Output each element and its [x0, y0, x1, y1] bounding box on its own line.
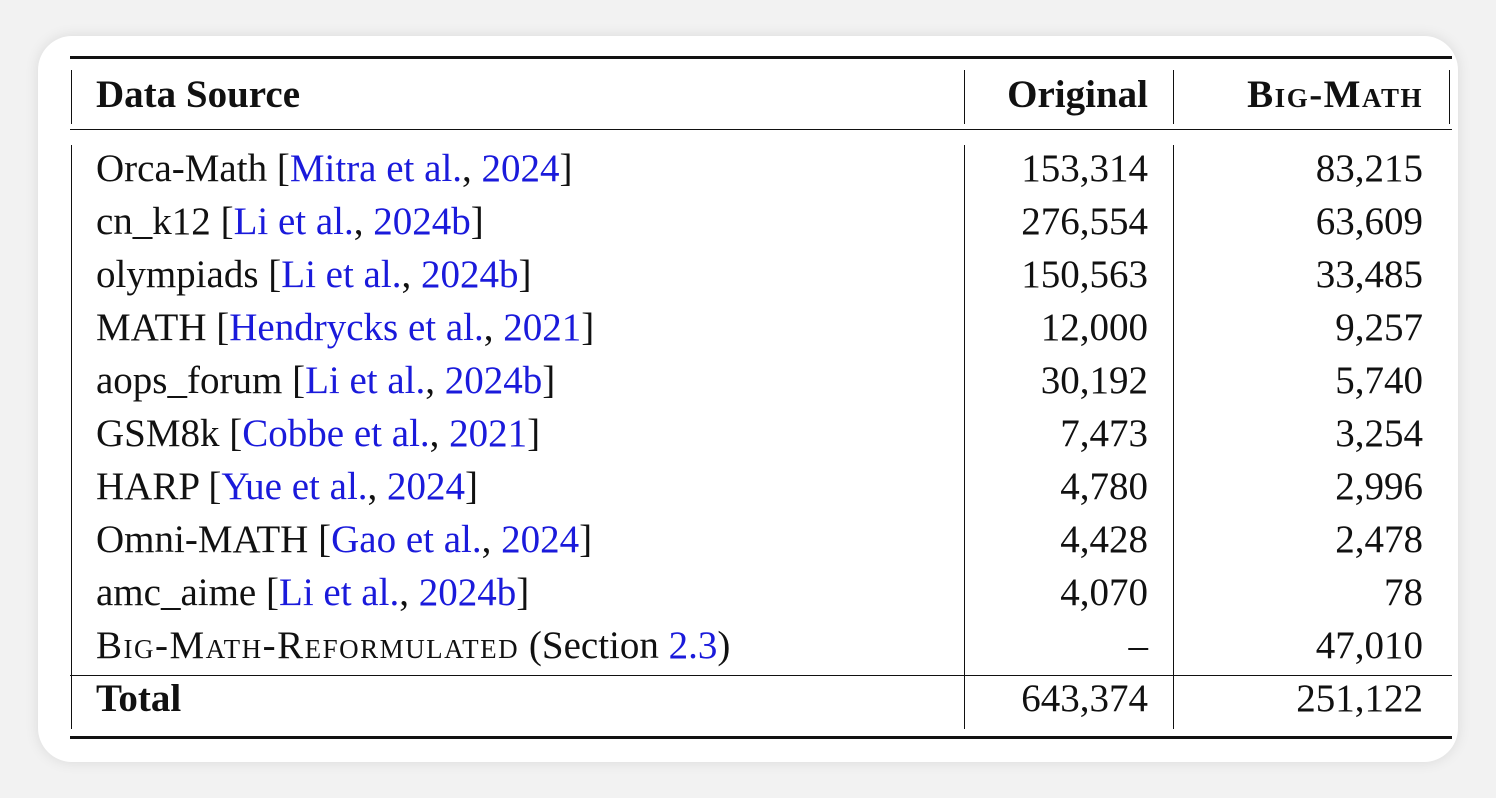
- table-cell-bigmath: 78: [1384, 571, 1423, 614]
- table-row-source: cn_k12 [Li et al., 2024b]: [96, 200, 484, 243]
- table-cell-original: 4,070: [1060, 571, 1148, 614]
- source-name: GSM8k: [96, 412, 220, 455]
- table-cell-original: 4,428: [1060, 518, 1148, 561]
- citation-year-link[interactable]: 2024b: [444, 359, 543, 402]
- top-rule: [70, 56, 1452, 59]
- citation-authors-link[interactable]: Cobbe et al.: [242, 412, 430, 455]
- source-name: HARP: [96, 465, 199, 508]
- citation-authors-link[interactable]: Li et al.: [279, 571, 400, 614]
- table-cell-bigmath: 83,215: [1315, 147, 1423, 190]
- citation-year-link[interactable]: 2024b: [373, 200, 471, 243]
- header-vline-right: [1449, 70, 1450, 124]
- citation-year-link[interactable]: 2024b: [420, 253, 519, 296]
- citation-authors-link[interactable]: Li et al.: [305, 359, 426, 402]
- table-row-reformulated-source: Big-Math-Reformulated (Section 2.3): [96, 619, 730, 672]
- citation-authors-link[interactable]: Mitra et al.: [289, 147, 463, 190]
- header-vline-2: [1173, 70, 1174, 124]
- citation-year-link[interactable]: 2021: [503, 306, 582, 349]
- section-prefix: (Section: [528, 624, 669, 667]
- header-vline-1: [964, 70, 965, 124]
- header-vline-left: [71, 70, 72, 124]
- table-cell-original: 12,000: [1040, 306, 1148, 349]
- citation-year-link[interactable]: 2021: [449, 412, 528, 455]
- source-name: Omni-MATH: [96, 518, 309, 561]
- total-bigmath: 251,122: [1296, 677, 1423, 720]
- citation-authors-link[interactable]: Hendrycks et al.: [229, 306, 484, 349]
- table-row-source: MATH [Hendrycks et al., 2021]: [96, 306, 595, 349]
- body-vline-left: [71, 145, 72, 729]
- source-name: Orca-Math: [96, 147, 268, 190]
- citation-authors-link[interactable]: Li et al.: [233, 200, 354, 243]
- header-rule: [70, 129, 1452, 130]
- source-name: MATH: [96, 306, 207, 349]
- table-cell-original: 7,473: [1060, 412, 1148, 455]
- table-row-source: Orca-Math [Mitra et al., 2024]: [96, 147, 573, 190]
- table-cell-original: 276,554: [1021, 200, 1148, 243]
- source-name: cn_k12: [96, 200, 211, 243]
- body-vline-2: [1173, 145, 1174, 729]
- citation-year-link[interactable]: 2024: [501, 518, 580, 561]
- total-rule: [70, 675, 1452, 676]
- table-row-source: GSM8k [Cobbe et al., 2021]: [96, 412, 541, 455]
- citation-year-link[interactable]: 2024: [481, 147, 560, 190]
- header-original: Original: [1007, 73, 1148, 116]
- table-row-source: Omni-MATH [Gao et al., 2024]: [96, 518, 593, 561]
- citation-authors-link[interactable]: Yue et al.: [221, 465, 368, 508]
- table-cell-bigmath: 33,485: [1315, 253, 1423, 296]
- table-cell-bigmath: 2,996: [1335, 465, 1423, 508]
- source-name: olympiads: [96, 253, 259, 296]
- table-cell-original: 150,563: [1021, 253, 1148, 296]
- table-cell-bigmath: 9,257: [1335, 306, 1423, 349]
- table-row-source: olympiads [Li et al., 2024b]: [96, 253, 532, 296]
- total-label: Total: [96, 677, 182, 720]
- section-ref-link[interactable]: 2.3: [668, 624, 718, 667]
- table-row-source: aops_forum [Li et al., 2024b]: [96, 359, 556, 402]
- citation-year-link[interactable]: 2024b: [418, 571, 517, 614]
- section-suffix: ): [717, 624, 731, 667]
- body-vline-1: [964, 145, 965, 729]
- table-cell-original: 4,780: [1060, 465, 1148, 508]
- bottom-rule: [70, 736, 1452, 739]
- source-name: amc_aime: [96, 571, 257, 614]
- reformulated-name: Big-Math-Reformulated: [96, 624, 520, 667]
- header-big-math: Big-Math: [1247, 73, 1423, 116]
- total-original: 643,374: [1021, 677, 1148, 720]
- reformulated-original: –: [1128, 624, 1149, 667]
- citation-authors-link[interactable]: Gao et al.: [331, 518, 482, 561]
- table-cell-original: 30,192: [1040, 359, 1148, 402]
- citation-authors-link[interactable]: Li et al.: [281, 253, 402, 296]
- table-row-source: HARP [Yue et al., 2024]: [96, 465, 479, 508]
- citation-year-link[interactable]: 2024: [387, 465, 466, 508]
- header-data-source: Data Source: [96, 73, 301, 116]
- source-name: aops_forum: [96, 359, 283, 402]
- table-cell-bigmath: 2,478: [1335, 518, 1423, 561]
- reformulated-bigmath: 47,010: [1315, 624, 1423, 667]
- table-cell-bigmath: 63,609: [1315, 200, 1423, 243]
- table-cell-original: 153,314: [1021, 147, 1148, 190]
- table-row-source: amc_aime [Li et al., 2024b]: [96, 571, 530, 614]
- table-cell-bigmath: 3,254: [1335, 412, 1423, 455]
- table-card: [38, 36, 1458, 762]
- table-cell-bigmath: 5,740: [1335, 359, 1423, 402]
